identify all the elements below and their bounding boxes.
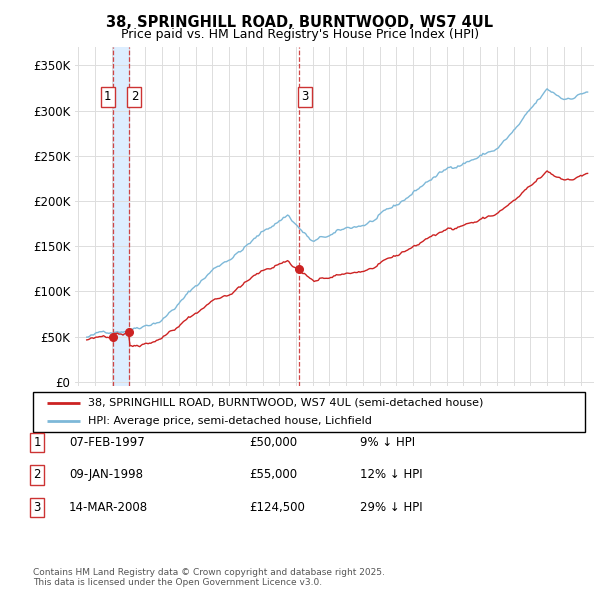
- Text: Price paid vs. HM Land Registry's House Price Index (HPI): Price paid vs. HM Land Registry's House …: [121, 28, 479, 41]
- Text: 29% ↓ HPI: 29% ↓ HPI: [360, 501, 422, 514]
- Text: £55,000: £55,000: [249, 468, 297, 481]
- Text: 2: 2: [34, 468, 41, 481]
- Text: £124,500: £124,500: [249, 501, 305, 514]
- Text: HPI: Average price, semi-detached house, Lichfield: HPI: Average price, semi-detached house,…: [88, 416, 372, 426]
- Text: 38, SPRINGHILL ROAD, BURNTWOOD, WS7 4UL: 38, SPRINGHILL ROAD, BURNTWOOD, WS7 4UL: [106, 15, 494, 30]
- Text: 09-JAN-1998: 09-JAN-1998: [69, 468, 143, 481]
- Text: 07-FEB-1997: 07-FEB-1997: [69, 436, 145, 449]
- Text: 1: 1: [34, 436, 41, 449]
- Text: 3: 3: [302, 90, 309, 103]
- Text: 14-MAR-2008: 14-MAR-2008: [69, 501, 148, 514]
- Text: 2: 2: [131, 90, 138, 103]
- Text: Contains HM Land Registry data © Crown copyright and database right 2025.
This d: Contains HM Land Registry data © Crown c…: [33, 568, 385, 587]
- Text: £50,000: £50,000: [249, 436, 297, 449]
- FancyBboxPatch shape: [33, 392, 585, 432]
- Text: 9% ↓ HPI: 9% ↓ HPI: [360, 436, 415, 449]
- Text: 12% ↓ HPI: 12% ↓ HPI: [360, 468, 422, 481]
- Text: 1: 1: [104, 90, 112, 103]
- Text: 38, SPRINGHILL ROAD, BURNTWOOD, WS7 4UL (semi-detached house): 38, SPRINGHILL ROAD, BURNTWOOD, WS7 4UL …: [88, 398, 484, 408]
- Bar: [113, 47, 129, 386]
- Text: 3: 3: [34, 501, 41, 514]
